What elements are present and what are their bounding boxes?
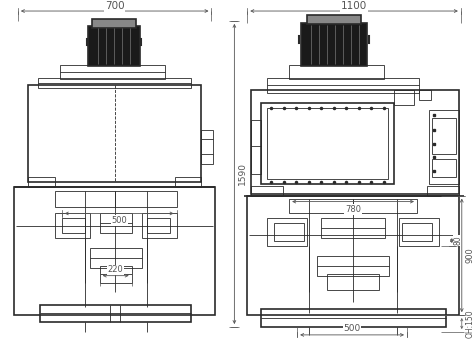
Bar [141, 213, 176, 238]
Bar [251, 186, 283, 196]
Text: 500: 500 [343, 325, 360, 333]
Bar [251, 90, 458, 194]
Text: 220: 220 [108, 265, 123, 274]
Text: 500: 500 [111, 216, 127, 225]
Bar [317, 256, 388, 276]
Text: 1590: 1590 [238, 162, 247, 186]
Bar [398, 218, 438, 246]
Bar [14, 187, 215, 315]
Text: 900: 900 [464, 248, 473, 263]
Bar [60, 65, 164, 79]
Text: 1100: 1100 [340, 1, 367, 11]
Bar [89, 248, 141, 268]
Bar [431, 159, 455, 177]
Bar [174, 177, 201, 187]
Bar [393, 90, 413, 105]
Bar [91, 19, 135, 28]
Bar [428, 110, 458, 184]
Bar [418, 90, 430, 100]
Bar [288, 65, 383, 79]
Bar [426, 186, 458, 196]
Text: OH:150: OH:150 [465, 309, 474, 338]
Bar [307, 15, 360, 24]
Bar [401, 223, 431, 241]
Text: 780: 780 [344, 205, 360, 214]
Bar [99, 213, 131, 233]
Bar [431, 118, 455, 154]
Bar [201, 130, 213, 164]
Text: 700: 700 [105, 1, 124, 11]
Bar [62, 218, 85, 233]
Bar [267, 218, 307, 246]
Bar [38, 78, 191, 88]
Bar [288, 198, 416, 213]
Bar [55, 213, 89, 238]
Bar [320, 218, 384, 238]
Bar [300, 23, 366, 66]
Text: 80: 80 [452, 236, 461, 246]
Bar [88, 26, 139, 66]
Bar [247, 196, 458, 315]
Bar [28, 177, 55, 187]
Bar [28, 85, 201, 182]
Bar [251, 120, 261, 174]
Bar [274, 223, 304, 241]
Bar [55, 191, 176, 207]
Bar [327, 274, 378, 291]
Bar [99, 266, 131, 283]
Bar [261, 103, 393, 184]
Bar [146, 218, 169, 233]
Bar [267, 78, 418, 93]
Bar [40, 305, 191, 322]
Bar [261, 309, 445, 327]
Bar [267, 108, 387, 179]
